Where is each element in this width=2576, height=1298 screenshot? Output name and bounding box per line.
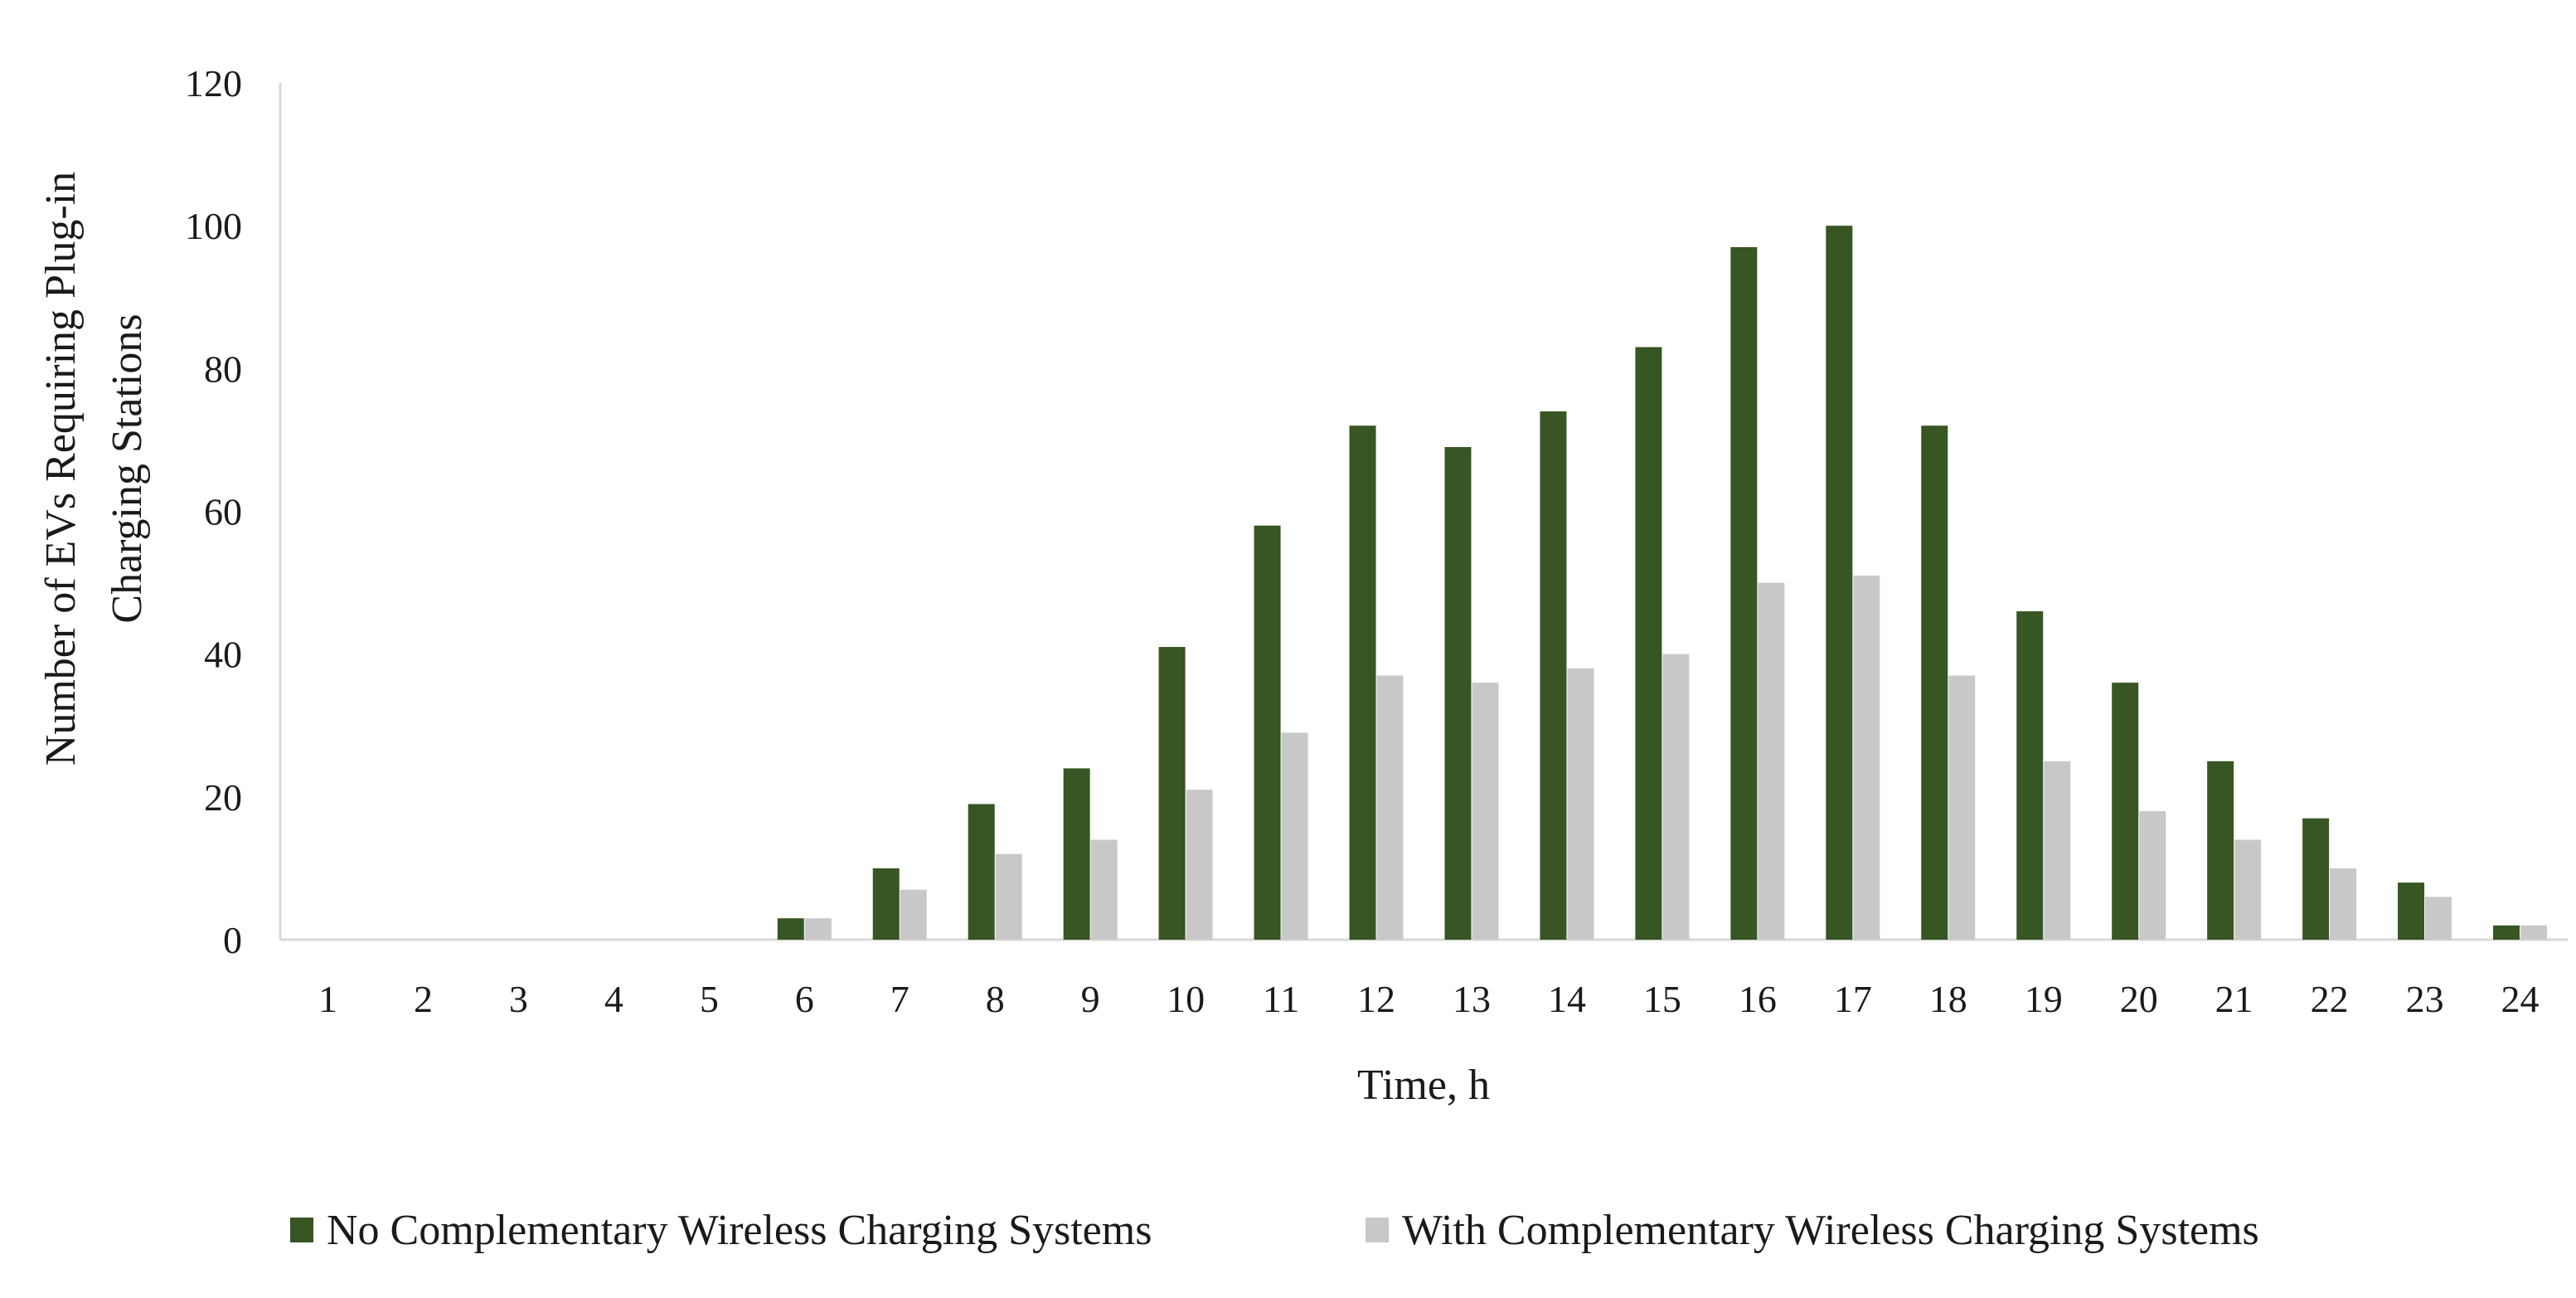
bar-series-1: [872, 868, 900, 940]
bar-series-2: [1948, 675, 1976, 940]
y-axis-title-line-2: Charging Stations: [104, 314, 151, 623]
bar-series-2: [804, 918, 832, 940]
y-tick-label: 100: [185, 205, 242, 247]
bar-series-1: [2207, 761, 2234, 940]
x-tick-label: 17: [1834, 978, 1872, 1020]
x-tick-label: 18: [1929, 978, 1967, 1020]
x-tick-label: 22: [2311, 978, 2349, 1020]
x-tick-label: 8: [986, 978, 1005, 1020]
bar-series-2: [900, 889, 927, 940]
bar-series-2: [2234, 839, 2262, 940]
x-tick-label: 10: [1167, 978, 1205, 1020]
bar-series-2: [1758, 582, 1785, 940]
x-tick-label: 23: [2406, 978, 2444, 1020]
bar-series-2: [1662, 654, 1690, 940]
bar-series-2: [2425, 897, 2452, 940]
bar-series-2: [1186, 790, 1213, 940]
x-tick-label: 14: [1548, 978, 1586, 1020]
y-tick-label: 120: [185, 62, 242, 105]
bar-series-2: [1376, 675, 1404, 940]
x-tick-label: 19: [2025, 978, 2063, 1020]
bar-series-2: [1567, 668, 1594, 940]
x-tick-label: 4: [604, 978, 623, 1020]
bar-series-2: [1281, 732, 1308, 940]
bar-series-1: [1063, 768, 1090, 940]
x-tick-label: 3: [509, 978, 528, 1020]
bar-series-1: [2302, 818, 2330, 940]
y-tick-label: 40: [204, 634, 242, 676]
x-tick-label: 7: [890, 978, 910, 1020]
legend-label: With Complementary Wireless Charging Sys…: [1402, 1207, 2259, 1254]
x-tick-label: 6: [795, 978, 814, 1020]
bar-series-1: [1540, 411, 1567, 940]
bar-series-1: [2493, 925, 2520, 940]
legend-swatch: [290, 1218, 313, 1242]
bar-series-2: [2044, 761, 2071, 940]
x-tick-label: 21: [2215, 978, 2253, 1020]
y-tick-label: 60: [204, 491, 242, 533]
x-axis-title: Time, h: [1357, 1062, 1490, 1109]
bar-series-1: [2016, 611, 2044, 940]
x-tick-label: 11: [1263, 978, 1299, 1020]
x-tick-label: 12: [1357, 978, 1395, 1020]
bar-series-1: [1444, 447, 1472, 940]
bar-series-2: [1853, 575, 1880, 940]
x-tick-label: 24: [2501, 978, 2540, 1020]
bar-series-1: [2398, 882, 2425, 940]
y-tick-labels: 0 20 40 60 80 100 120: [185, 62, 242, 961]
bar-series-1: [777, 918, 804, 940]
x-tick-label: 5: [700, 978, 719, 1020]
x-tick-label: 1: [318, 978, 337, 1020]
y-tick-label: 0: [223, 919, 242, 961]
bar-series-1: [1730, 246, 1758, 940]
bar-series-1: [1921, 425, 1948, 940]
bar-series-1: [1826, 226, 1853, 941]
bar-series-2: [2520, 925, 2548, 940]
legend-label: No Complementary Wireless Charging Syste…: [327, 1207, 1152, 1254]
bar-series-1: [2112, 683, 2139, 940]
bar-series-1: [1158, 647, 1186, 940]
y-tick-label: 80: [204, 348, 242, 390]
bar-series-1: [1254, 525, 1281, 940]
x-tick-label: 9: [1081, 978, 1100, 1020]
y-axis-title: Number of EVs Requiring Plug-in Charging…: [37, 172, 151, 766]
x-tick-label: 16: [1739, 978, 1777, 1020]
bar-series-2: [2330, 868, 2357, 940]
x-tick-label: 20: [2120, 978, 2158, 1020]
x-tick-label: 13: [1453, 978, 1491, 1020]
bars: [777, 226, 2548, 941]
x-tick-labels: 1 2 3 4 5 6 7 8 9 10 11 12 13 14 15 16 17 18 19 20 21 22 23 24: [318, 978, 2540, 1020]
bar-series-2: [1472, 683, 1499, 940]
x-tick-label: 2: [414, 978, 433, 1020]
legend-swatch: [1366, 1218, 1389, 1242]
bar-series-2: [2139, 811, 2166, 940]
bar-series-2: [1090, 839, 1118, 940]
bar-series-2: [995, 853, 1022, 940]
y-tick-label: 20: [204, 776, 242, 819]
y-axis-title-line-1: Number of EVs Requiring Plug-in: [37, 172, 85, 766]
bar-series-1: [1349, 425, 1376, 940]
legend: No Complementary Wireless Charging Syste…: [290, 1207, 2259, 1254]
bar-series-1: [1635, 347, 1662, 941]
bar-series-1: [968, 804, 995, 940]
x-tick-label: 15: [1643, 978, 1681, 1020]
